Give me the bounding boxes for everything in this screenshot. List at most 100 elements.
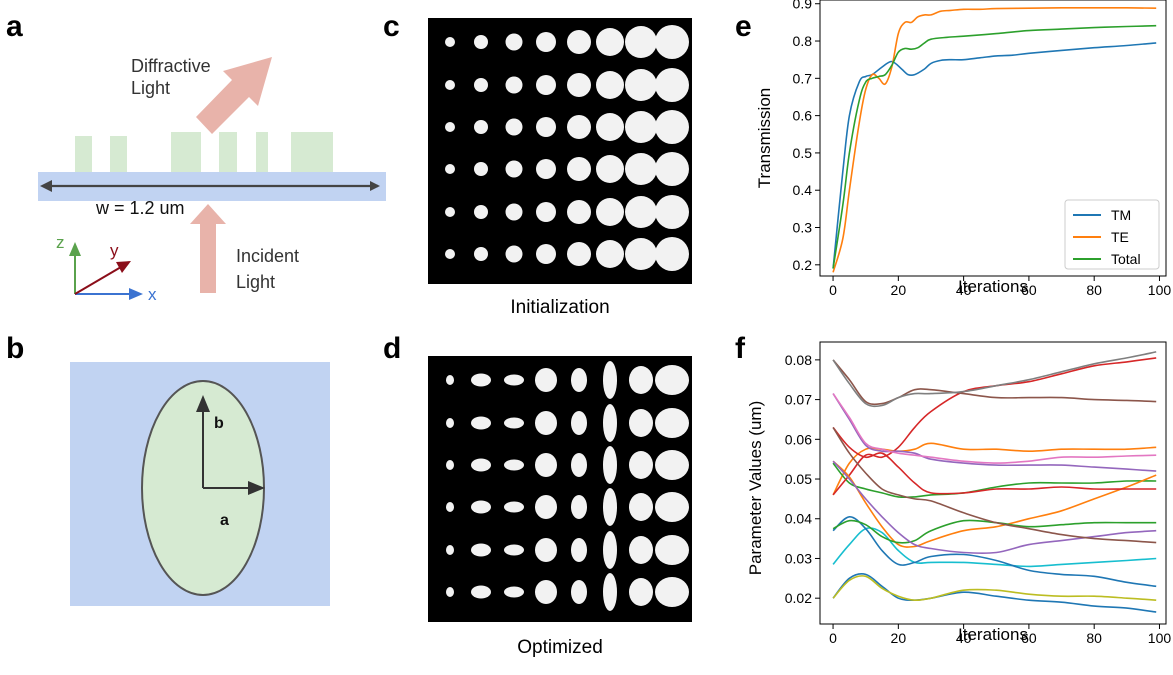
legend-box [1064, 199, 1160, 270]
optimized-pillar [471, 373, 491, 387]
y-tick-label: 0.07 [785, 392, 812, 408]
y-axis [74, 266, 122, 295]
x-tick-label: 100 [1148, 282, 1172, 298]
optimized-pillar [603, 446, 617, 484]
panel-f-parameter-chart: 0 20 40 60 80 100 0.02 0.03 0.04 0.05 0.06 0.07 0.08… [746, 341, 1171, 646]
series-line-10 [832, 527, 1157, 568]
series-line-8 [832, 351, 1157, 408]
optimized-pillar [446, 375, 454, 385]
optimized-pillar [629, 409, 653, 437]
optimized-pillar [655, 577, 689, 607]
optimized-pillar [655, 492, 689, 522]
initial-pillar [445, 37, 455, 47]
initial-pillar [596, 198, 624, 226]
initial-pillar [625, 196, 657, 228]
x-tick-label: 40 [956, 630, 972, 646]
optimized-pillar [446, 460, 454, 470]
pillar [110, 136, 127, 172]
z-axis-label: z [56, 233, 65, 252]
series-line-14 [832, 426, 1157, 495]
optimized-pillar [629, 578, 653, 606]
initial-pillar [445, 164, 455, 174]
panel-letter-f: f [735, 332, 745, 365]
initial-pillar [655, 110, 689, 144]
initial-pillar [655, 25, 689, 59]
optimized-pillar [535, 580, 557, 604]
plot-area [819, 341, 1167, 625]
y-tick-label: 0.04 [785, 511, 812, 527]
optimized-pillar [446, 502, 454, 512]
optimized-pillar [571, 495, 587, 519]
pillar [291, 132, 333, 172]
legend-label: TM [1111, 207, 1131, 223]
series-line-tm [832, 42, 1157, 269]
panel-a-schematic: Diffractive Light w = 1.2 um Incident Li… [38, 56, 386, 304]
optimized-pillar [504, 544, 524, 556]
optimized-grid-background [428, 356, 692, 622]
initial-pillar [596, 155, 624, 183]
optimized-pillar [535, 411, 557, 435]
optimized-pillar [535, 538, 557, 562]
optimized-pillar [629, 366, 653, 394]
optimized-pillar [629, 451, 653, 479]
series-line-11 [832, 516, 1157, 588]
optimized-pillar [504, 586, 524, 598]
initial-pillar [567, 30, 591, 54]
panel-d-optimized-grid [428, 356, 692, 622]
optimized-pillar [603, 531, 617, 569]
optimized-pillar [655, 408, 689, 438]
incident-light-arrow [190, 204, 226, 293]
y-tick-label: 0.9 [793, 0, 813, 12]
series-line-6 [832, 359, 1157, 406]
panel-letter-b: b [6, 332, 25, 365]
initial-pillar [505, 118, 523, 136]
optimized-pillar [504, 501, 524, 513]
semi-axis-b-arrow-head [196, 395, 210, 412]
pillar [256, 132, 268, 172]
y-tick-label: 0.7 [793, 70, 813, 86]
initial-pillar [536, 202, 556, 222]
y-axis-label: Parameter Values (um) [746, 401, 765, 575]
y-tick-label: 0.8 [793, 33, 813, 49]
optimized-pillar [535, 495, 557, 519]
initial-pillar [505, 203, 523, 221]
optimized-pillar [535, 453, 557, 477]
optimized-pillar [571, 538, 587, 562]
initial-pillar [536, 244, 556, 264]
optimized-pillar [471, 458, 491, 472]
x-tick-label: 60 [1021, 630, 1037, 646]
diffractive-light-arrow [196, 57, 272, 134]
initial-pillar [474, 205, 488, 219]
diffractive-label-line1: Diffractive [131, 56, 211, 76]
initial-pillar [474, 35, 488, 49]
series-line-12 [832, 460, 1157, 548]
initial-pillar [625, 26, 657, 58]
initial-pillar [505, 160, 523, 178]
series-line-te [832, 6, 1157, 273]
legend: TM TE Total [1064, 199, 1160, 270]
panel-d-caption: Optimized [517, 637, 603, 658]
y-tick-label: 0.5 [793, 145, 813, 161]
initial-pillar [567, 73, 591, 97]
x-tick-label: 80 [1086, 630, 1102, 646]
initial-pillar [596, 240, 624, 268]
initial-pillar [474, 247, 488, 261]
initial-pillar [596, 28, 624, 56]
series-line-13 [832, 519, 1157, 544]
optimized-pillar [446, 418, 454, 428]
series-line-16 [832, 426, 1157, 544]
y-tick-label: 0.08 [785, 352, 812, 368]
pillar [171, 132, 201, 172]
series-line-total [832, 24, 1157, 269]
y-tick-label: 0.3 [793, 220, 813, 236]
optimized-pillar [655, 450, 689, 480]
initial-pillar [445, 80, 455, 90]
series-line-5 [832, 393, 1157, 472]
y-tick-label: 0.4 [793, 182, 813, 198]
initial-pillar [655, 152, 689, 186]
optimized-pillar [571, 453, 587, 477]
initial-pillar [536, 159, 556, 179]
optimized-pillar [446, 587, 454, 597]
panel-b-unit-cell: b a [70, 362, 330, 606]
pillar [219, 132, 237, 172]
